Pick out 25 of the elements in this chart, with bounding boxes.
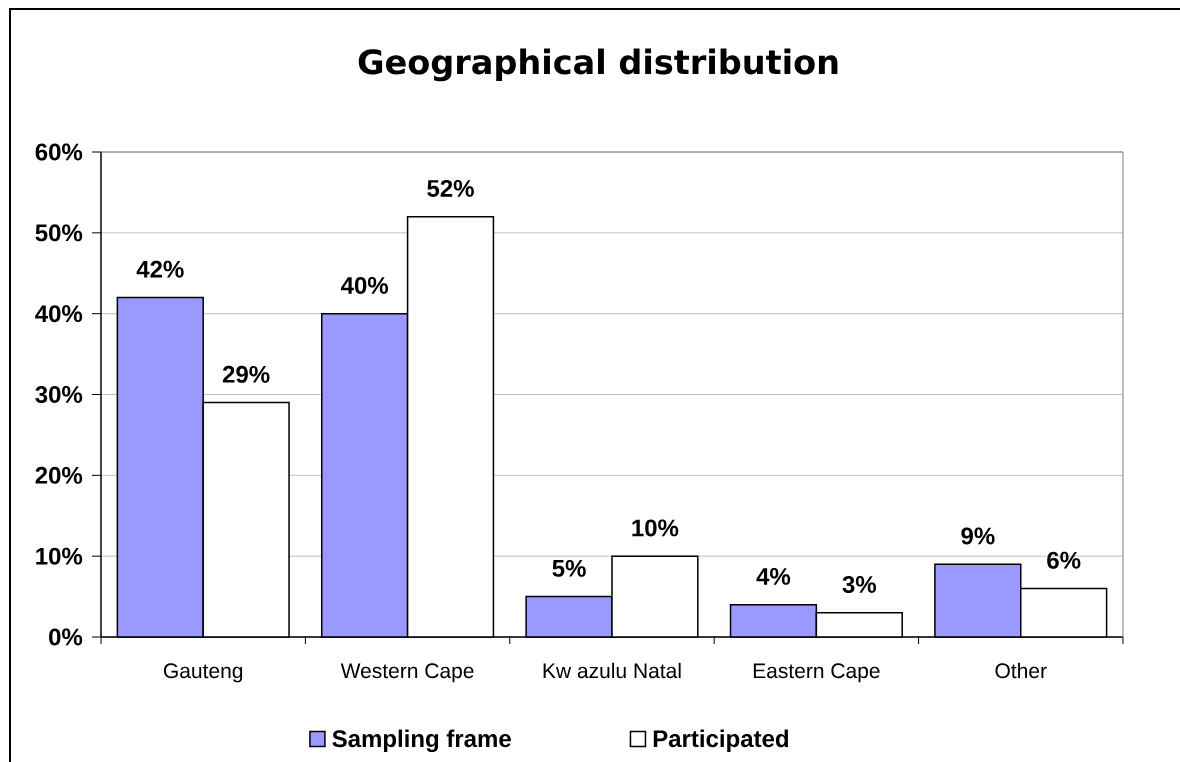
data-label: 5% [552,559,586,577]
data-label: 9% [961,527,995,545]
data-label: 10% [632,519,679,537]
data-label: 42% [136,260,184,278]
data-label: 40% [341,276,389,294]
y-tick-label: 40% [35,305,83,323]
x-tick-label: Gauteng [163,663,243,683]
y-tick-label: 60% [35,143,83,161]
y-tick-label: 20% [35,466,83,484]
data-label: 4% [756,567,791,585]
data-label: 6% [1047,551,1081,569]
y-tick-label: 10% [36,547,83,565]
y-tick-label: 30% [35,385,83,404]
x-tick-label: Eastern Cape [753,663,880,683]
x-tick-label: Kw azulu Natal [543,662,681,679]
chart-title: Geographical distribution [358,48,838,82]
data-label: 3% [842,575,876,594]
data-label: 29% [222,365,270,383]
legend-label: Participated [653,729,788,752]
x-tick-label: Western Cape [340,663,474,683]
data-label: 52% [427,179,474,197]
legend-label: Sampling frame [332,729,511,753]
y-tick-label: 0% [49,628,83,646]
y-tick-label: 50% [35,224,83,242]
x-tick-label: Other [995,662,1047,679]
